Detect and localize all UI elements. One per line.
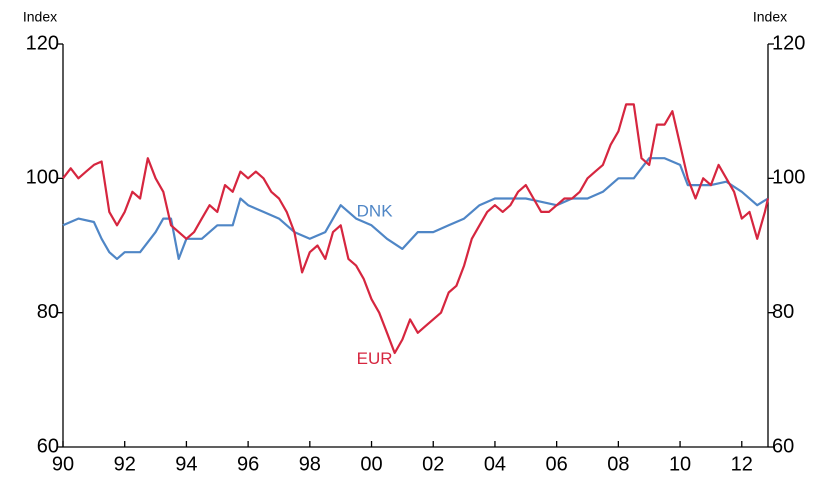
y-tick-label: 120 [26,32,59,54]
y-tick-label: 80 [37,301,59,323]
x-tick-label: 02 [422,453,444,475]
x-tick-label: 00 [360,453,382,475]
series-label: EUR [357,349,393,368]
y-tick-label: 100 [26,167,59,189]
x-tick-label: 06 [546,453,568,475]
y2-tick-label: 100 [772,167,805,189]
x-tick-label: 08 [607,453,629,475]
x-tick-label: 98 [299,453,321,475]
series-line [62,157,769,260]
y2-tick-label: 60 [772,435,794,457]
y-axis-label: Index [23,9,57,25]
y2-tick-label: 80 [772,301,794,323]
x-tick-label: 92 [114,453,136,475]
y2-axis-label: Index [753,9,787,25]
x-tick-label: 90 [52,453,74,475]
y-tick-label: 60 [37,435,59,457]
x-tick-label: 94 [175,453,197,475]
x-tick-label: 04 [484,453,506,475]
x-tick-label: 96 [237,453,259,475]
series-line [62,103,770,355]
y2-tick-label: 120 [772,32,805,54]
x-tick-label: 10 [669,453,691,475]
series-label: DNK [357,201,394,220]
x-tick-label: 12 [731,453,753,475]
